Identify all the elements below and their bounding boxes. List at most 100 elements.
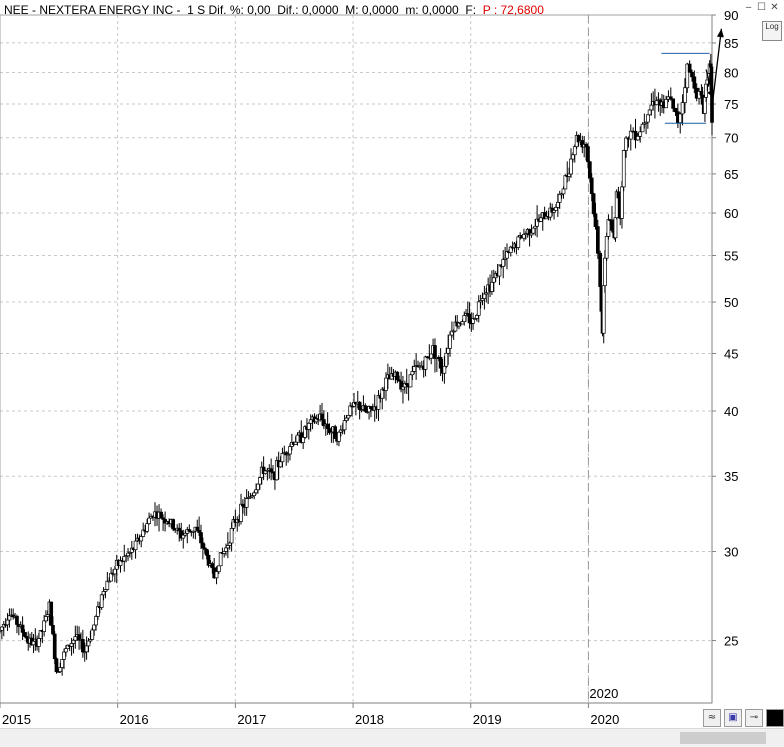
candle-body xyxy=(692,76,697,89)
candle-body xyxy=(90,629,95,640)
candle-body xyxy=(177,527,182,532)
candle-body xyxy=(423,356,428,370)
candle-body xyxy=(308,419,313,424)
candle-body xyxy=(217,565,221,572)
candle-body xyxy=(254,489,258,494)
candle-body xyxy=(589,177,594,195)
candle-body xyxy=(306,422,311,430)
min-label: m: 0,0000 xyxy=(405,3,459,17)
candle-body xyxy=(181,534,186,539)
candle-body xyxy=(462,315,467,322)
candle-body xyxy=(501,259,506,267)
dif-label: Dif.: 0,0000 xyxy=(277,3,339,17)
candle-body xyxy=(687,63,692,73)
candle-body xyxy=(214,571,219,579)
candle-body xyxy=(133,540,138,551)
f-label: F: xyxy=(465,3,477,17)
candle-body xyxy=(516,236,521,248)
candle-body xyxy=(5,619,10,626)
candle-body xyxy=(191,530,196,533)
save-icon[interactable]: ▣ xyxy=(724,709,742,727)
candle-body xyxy=(325,423,330,429)
candle-body xyxy=(490,281,494,292)
candle-body xyxy=(438,357,443,369)
candle-body xyxy=(244,498,249,508)
candle-body xyxy=(505,251,509,259)
candle-body xyxy=(408,374,413,388)
candle-body xyxy=(94,616,98,626)
candle-body xyxy=(92,624,96,631)
candle-body xyxy=(552,210,556,213)
candle-body xyxy=(145,523,149,532)
max-label: M: 0,0000 xyxy=(345,3,399,17)
candle-body xyxy=(210,563,215,569)
candle-body xyxy=(344,417,349,421)
pin-icon[interactable]: ⊸ xyxy=(745,709,763,727)
candle-body xyxy=(535,218,539,227)
candle-body xyxy=(442,365,447,374)
candle-body xyxy=(671,98,676,109)
candle-body xyxy=(359,409,364,411)
maximize-icon[interactable]: ☐ xyxy=(757,2,766,13)
candle-body xyxy=(109,572,113,582)
candle-body xyxy=(572,146,577,156)
chart-grid: 2020 xyxy=(0,14,712,703)
candle-body xyxy=(476,301,481,316)
candle-body xyxy=(71,639,76,644)
candle-body xyxy=(81,639,85,653)
candle-body xyxy=(601,285,606,334)
candle-body xyxy=(569,158,573,175)
candle-body xyxy=(52,633,57,660)
candle-body xyxy=(179,530,184,539)
candle-body xyxy=(571,154,575,160)
candle-body xyxy=(638,131,643,137)
candle-body xyxy=(320,413,324,420)
plot-frame xyxy=(0,14,713,704)
candle-body xyxy=(22,632,27,637)
candle-body xyxy=(348,405,353,416)
scrollbar-thumb[interactable] xyxy=(680,732,766,744)
candle-body xyxy=(680,102,685,115)
x-axis-ticks: 2015 2016 2017 2018 2019 2020 xyxy=(0,703,619,727)
candle-body xyxy=(88,639,93,642)
y-axis-ticks: 90 85 80 75 70 65 60 55 50 45 40 35 30 25 xyxy=(712,8,738,649)
horizontal-scrollbar[interactable] xyxy=(0,728,784,747)
candle-body xyxy=(36,638,41,647)
candle-body xyxy=(497,264,502,277)
close-icon[interactable]: ✕ xyxy=(770,2,779,13)
candle-body xyxy=(628,130,633,140)
candle-body xyxy=(225,545,230,549)
trend-arrow-line xyxy=(705,28,723,98)
candle-body xyxy=(357,401,362,411)
candle-body xyxy=(187,529,192,532)
candle-body xyxy=(586,146,590,163)
candle-body xyxy=(201,542,205,549)
minimize-icon[interactable]: ‒ xyxy=(745,2,752,13)
y-tick-label: 45 xyxy=(724,347,738,362)
candle-body xyxy=(448,334,452,349)
dif-pct-label: Dif. %: 0,00 xyxy=(208,3,271,17)
candle-body xyxy=(429,353,434,359)
wave-icon[interactable]: ≈ xyxy=(703,709,721,727)
trend-arrow-vertex xyxy=(707,89,714,98)
candle-body xyxy=(51,625,55,635)
y-tick-label: 65 xyxy=(724,167,738,182)
candle-body xyxy=(64,648,68,653)
x-tick-label: 2017 xyxy=(237,712,266,727)
candle-body xyxy=(99,594,104,608)
candle-body xyxy=(195,526,200,531)
candle-body xyxy=(647,109,652,116)
candle-body xyxy=(433,345,437,359)
candle-body xyxy=(613,217,618,239)
candle-body xyxy=(633,130,638,141)
candle-body xyxy=(295,434,300,443)
log-scale-button[interactable]: Log xyxy=(762,21,782,41)
color-swatch-icon[interactable] xyxy=(766,709,784,727)
candle-body xyxy=(183,532,188,536)
candle-body xyxy=(86,640,91,647)
x-tick-label: 2020 xyxy=(590,712,619,727)
candle-body xyxy=(62,651,66,660)
candle-body xyxy=(346,414,351,419)
year-annotation: 2020 xyxy=(589,686,618,701)
candle-body xyxy=(20,624,25,633)
